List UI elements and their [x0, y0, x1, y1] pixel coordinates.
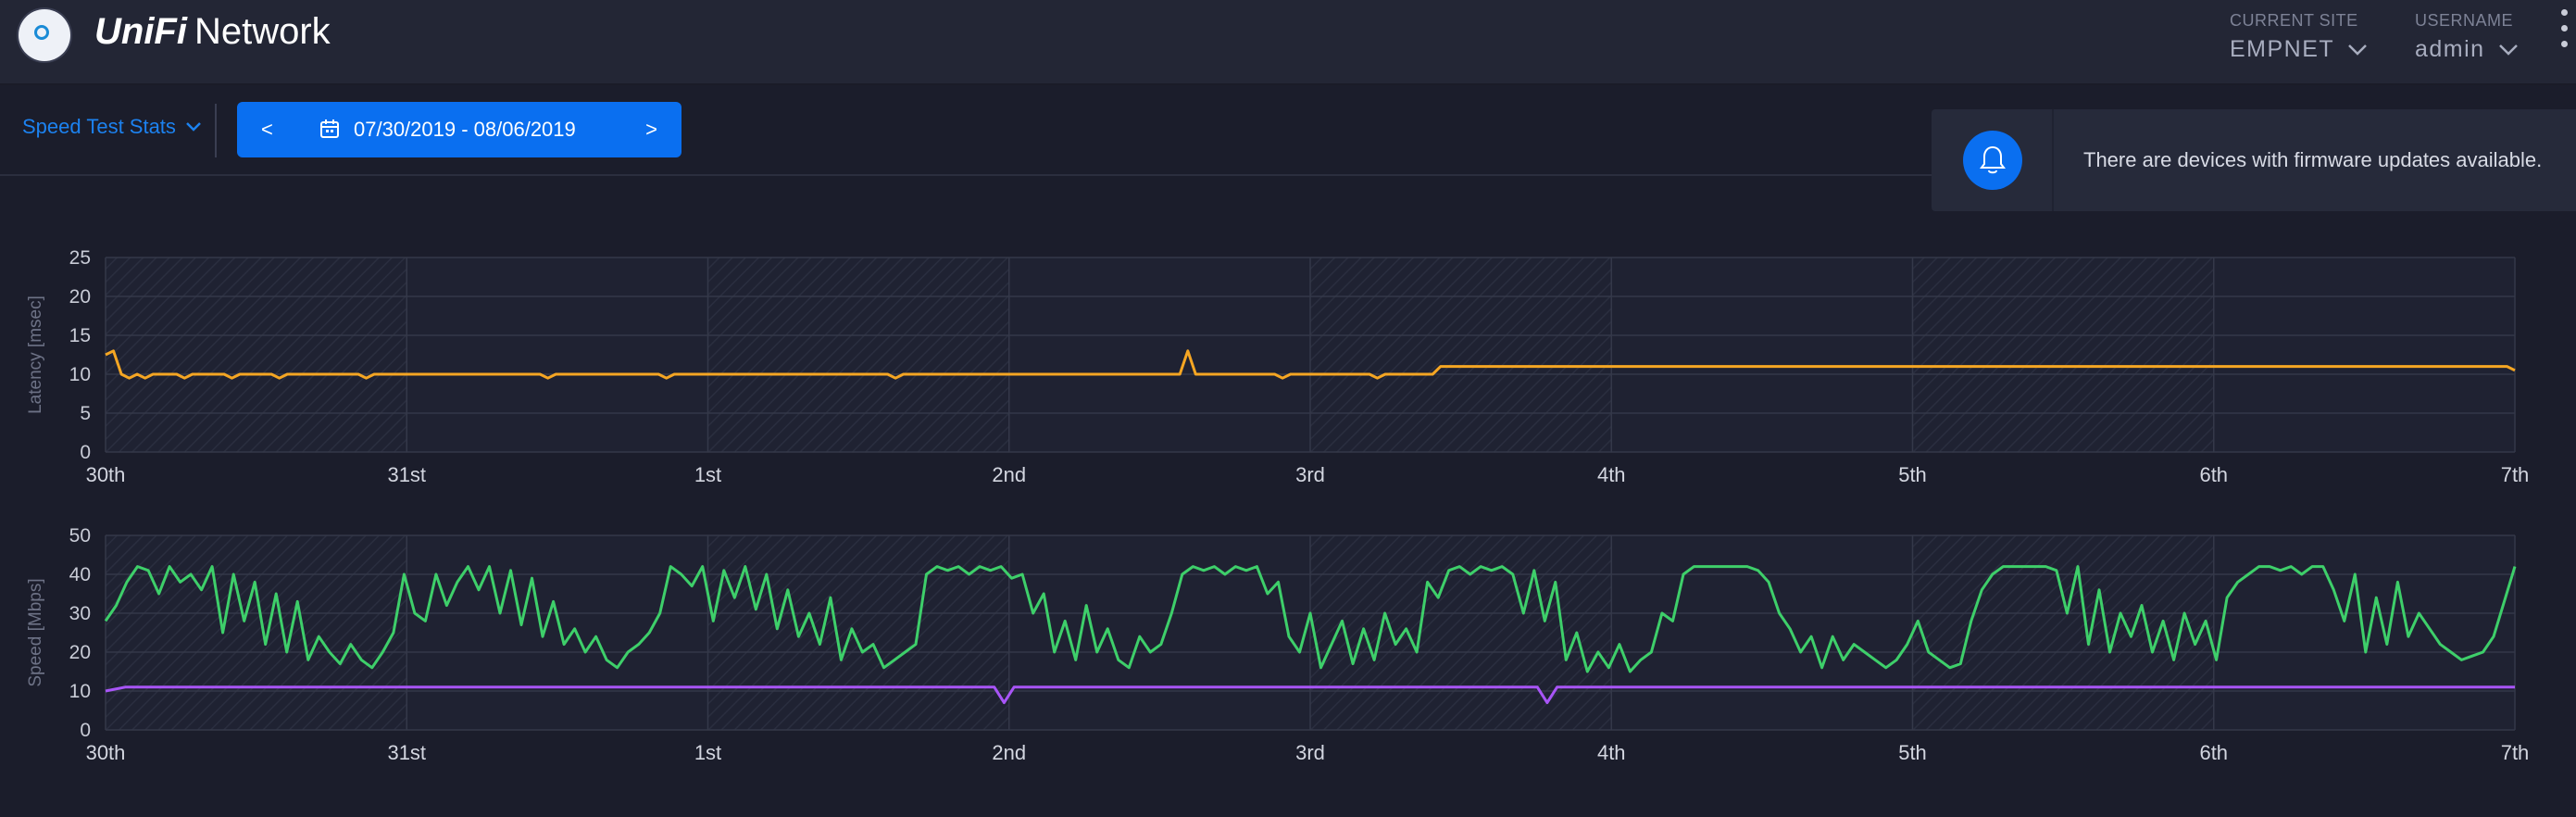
- day-band: [1912, 258, 2214, 452]
- toolbar-divider: [215, 104, 217, 157]
- latency-chart: 0 5 10 15 20 25 30th 31st 1st 2nd 3rd 4th 5th 6th 7th L…: [0, 243, 2576, 498]
- y-tick-label: 0: [80, 442, 91, 463]
- x-tick-label: 3rd: [1295, 463, 1325, 486]
- stats-type-label: Speed Test Stats: [22, 115, 176, 138]
- y-axis-label: Latency [msec]: [26, 295, 45, 414]
- notification-divider: [2052, 109, 2054, 211]
- x-tick-label: 31st: [387, 463, 426, 486]
- x-tick-label: 6th: [2199, 741, 2228, 764]
- brand-primary: UniFi: [94, 11, 187, 52]
- day-band: [1310, 258, 1612, 452]
- top-bar: UniFi Network CURRENT SITE EMPNET USERNAM…: [0, 0, 2576, 85]
- x-tick-label: 5th: [1898, 463, 1927, 486]
- username-selector[interactable]: USERNAME admin: [2415, 11, 2519, 63]
- x-tick-label: 2nd: [992, 463, 1026, 486]
- y-tick-label: 20: [69, 286, 91, 308]
- brand-secondary: Network: [194, 11, 331, 52]
- x-tick-label: 30th: [86, 463, 126, 486]
- date-range-picker[interactable]: < 07/30/2019 - 08/06/2019 >: [237, 102, 682, 157]
- firmware-notification[interactable]: There are devices with firmware updates …: [1932, 109, 2576, 211]
- username-label: USERNAME: [2415, 11, 2514, 30]
- y-tick-label: 10: [69, 364, 91, 385]
- current-site-value: EMPNET: [2230, 36, 2335, 62]
- notification-message: There are devices with firmware updates …: [2083, 148, 2543, 171]
- app-brand: UniFi Network: [94, 11, 331, 53]
- day-band: [106, 535, 407, 730]
- date-range-value: 07/30/2019 - 08/06/2019: [354, 118, 576, 141]
- speed-chart-svg: 0 10 20 30 40 50 30th 31st 1st 2nd 3rd 4th 5th 6th 7th…: [26, 525, 2530, 764]
- x-tick-label: 2nd: [992, 741, 1026, 764]
- x-tick-label: 4th: [1597, 741, 1626, 764]
- unifi-logo-icon[interactable]: [19, 9, 70, 61]
- chevron-down-icon: [186, 122, 201, 132]
- y-tick-label: 20: [69, 642, 91, 663]
- day-band: [1310, 535, 1612, 730]
- y-tick-label: 5: [80, 403, 91, 424]
- latency-chart-svg: 0 5 10 15 20 25 30th 31st 1st 2nd 3rd 4th 5th 6th 7th L…: [26, 247, 2530, 486]
- x-tick-label: 7th: [2501, 741, 2530, 764]
- x-tick-label: 3rd: [1295, 741, 1325, 764]
- y-tick-label: 0: [80, 720, 91, 741]
- day-band: [106, 258, 407, 452]
- y-tick-label: 10: [69, 681, 91, 702]
- x-tick-label: 1st: [694, 463, 721, 486]
- more-options-icon[interactable]: [2561, 9, 2570, 65]
- x-tick-label: 30th: [86, 741, 126, 764]
- chevron-down-icon: [2498, 44, 2518, 56]
- username-value: admin: [2415, 36, 2485, 62]
- toolbar-bottom-border: [0, 174, 2576, 176]
- x-tick-label: 4th: [1597, 463, 1626, 486]
- day-band: [707, 258, 1009, 452]
- day-band: [1912, 535, 2214, 730]
- current-site-selector[interactable]: CURRENT SITE EMPNET: [2230, 11, 2368, 63]
- y-tick-label: 25: [69, 247, 91, 269]
- y-tick-label: 40: [69, 564, 91, 585]
- series-line-0: [105, 349, 2516, 380]
- stats-type-dropdown[interactable]: Speed Test Stats: [22, 115, 202, 139]
- day-band: [707, 535, 1009, 730]
- current-site-label: CURRENT SITE: [2230, 11, 2358, 30]
- x-tick-label: 5th: [1898, 741, 1927, 764]
- y-tick-label: 30: [69, 603, 91, 624]
- previous-range-button[interactable]: <: [261, 118, 273, 141]
- y-tick-label: 50: [69, 525, 91, 547]
- next-range-button[interactable]: >: [645, 118, 657, 141]
- bell-icon: [1963, 131, 2022, 190]
- y-tick-label: 15: [69, 325, 91, 346]
- x-tick-label: 31st: [387, 741, 426, 764]
- x-tick-label: 7th: [2501, 463, 2530, 486]
- y-axis-label: Speed [Mbps]: [26, 578, 45, 686]
- x-tick-label: 1st: [694, 741, 721, 764]
- speed-chart: 0 10 20 30 40 50 30th 31st 1st 2nd 3rd 4th 5th 6th 7th…: [0, 521, 2576, 776]
- chevron-down-icon: [2348, 44, 2368, 56]
- series-line-1: [105, 685, 2515, 705]
- calendar-icon: [320, 119, 339, 138]
- x-tick-label: 6th: [2199, 463, 2228, 486]
- series-line-0: [104, 565, 2517, 673]
